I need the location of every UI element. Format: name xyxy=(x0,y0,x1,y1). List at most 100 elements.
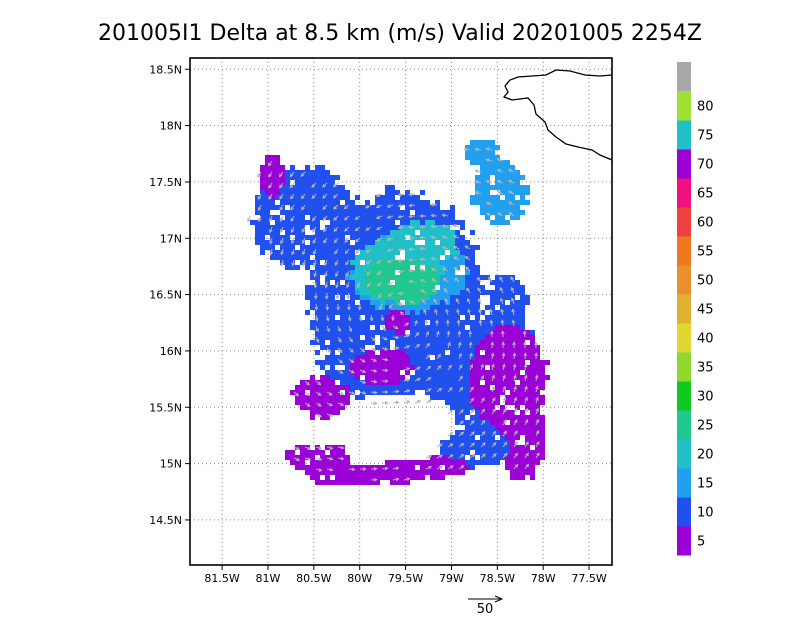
wind-speed-cell xyxy=(485,445,490,450)
wind-speed-cell xyxy=(405,265,410,270)
wind-vector-head xyxy=(456,308,460,313)
wind-speed-cell xyxy=(495,450,500,455)
wind-speed-cell xyxy=(485,435,490,440)
wind-speed-cell xyxy=(460,295,465,300)
wind-speed-cell xyxy=(405,315,410,320)
wind-vector-head xyxy=(348,328,353,333)
wind-speed-cell xyxy=(390,350,395,355)
wind-speed-cell xyxy=(490,335,495,340)
wind-speed-cell xyxy=(520,350,525,355)
wind-speed-cell xyxy=(445,470,450,475)
wind-speed-cell xyxy=(385,325,390,330)
wind-speed-cell xyxy=(395,340,400,345)
wind-speed-cell xyxy=(325,270,330,275)
wind-speed-cell xyxy=(370,340,375,345)
wind-speed-cell xyxy=(355,475,360,480)
wind-speed-cell xyxy=(450,210,455,215)
wind-vector-head xyxy=(315,328,319,333)
wind-speed-cell xyxy=(360,235,365,240)
wind-speed-cell xyxy=(465,280,470,285)
wind-vector-head xyxy=(477,287,481,292)
wind-speed-cell xyxy=(350,250,355,255)
wind-speed-cell xyxy=(325,175,330,180)
wind-vector-head xyxy=(397,302,402,306)
wind-speed-cell xyxy=(330,480,335,485)
wind-vector-head xyxy=(448,364,452,369)
x-tick-label: 81W xyxy=(256,572,281,585)
wind-speed-cell xyxy=(410,340,415,345)
wind-vector-head xyxy=(362,467,367,471)
wind-speed-cell xyxy=(455,440,460,445)
wind-speed-cell xyxy=(315,275,320,280)
wind-speed-cell xyxy=(400,470,405,475)
wind-speed-cell xyxy=(495,385,500,390)
wind-speed-cell xyxy=(480,180,485,185)
wind-speed-cell xyxy=(470,380,475,385)
wind-speed-cell xyxy=(385,315,390,320)
wind-speed-cell xyxy=(535,450,540,455)
wind-speed-cell xyxy=(375,300,380,305)
wind-vector-head xyxy=(333,205,337,210)
wind-speed-cell xyxy=(355,340,360,345)
wind-speed-cell xyxy=(465,240,470,245)
wind-speed-cell xyxy=(470,360,475,365)
wind-vector-head xyxy=(301,240,306,245)
wind-speed-cell xyxy=(495,310,500,315)
wind-speed-cell xyxy=(340,275,345,280)
wind-speed-cell xyxy=(305,195,310,200)
wind-speed-cell xyxy=(375,365,380,370)
wind-speed-cell xyxy=(510,390,515,395)
color-scale-label: 35 xyxy=(697,361,714,376)
wind-speed-cell xyxy=(370,290,375,295)
wind-speed-cell xyxy=(435,210,440,215)
wind-speed-cell xyxy=(515,285,520,290)
wind-speed-cell xyxy=(400,315,405,320)
wind-speed-cell xyxy=(355,230,360,235)
wind-speed-cell xyxy=(265,155,270,160)
wind-speed-cell xyxy=(345,240,350,245)
wind-speed-cell xyxy=(445,220,450,225)
wind-speed-cell xyxy=(540,395,545,400)
wind-speed-cell xyxy=(505,425,510,430)
wind-speed-cell xyxy=(515,460,520,465)
wind-speed-cell xyxy=(385,200,390,205)
wind-vector-head xyxy=(464,255,469,260)
wind-vector-head xyxy=(367,283,371,288)
wind-speed-cell xyxy=(410,365,415,370)
wind-vector-head xyxy=(491,363,495,368)
wind-speed-cell xyxy=(505,175,510,180)
wind-speed-cell xyxy=(300,180,305,185)
wind-vector-head xyxy=(322,228,327,233)
wind-vector-head xyxy=(492,441,497,446)
wind-speed-cell xyxy=(530,370,535,375)
wind-speed-cell xyxy=(365,310,370,315)
wind-speed-cell xyxy=(445,270,450,275)
wind-vector-head xyxy=(301,228,306,233)
wind-speed-cell xyxy=(325,395,330,400)
wind-speed-cell xyxy=(385,245,390,250)
wind-speed-cell xyxy=(415,260,420,265)
wind-speed-cell xyxy=(285,185,290,190)
wind-speed-cell xyxy=(320,175,325,180)
wind-speed-cell xyxy=(380,260,385,265)
wind-speed-cell xyxy=(440,225,445,230)
wind-speed-cell xyxy=(430,210,435,215)
wind-speed-cell xyxy=(390,260,395,265)
wind-speed-cell xyxy=(495,330,500,335)
wind-speed-cell xyxy=(290,460,295,465)
wind-speed-cell xyxy=(370,230,375,235)
wind-speed-cell xyxy=(355,275,360,280)
wind-speed-cell xyxy=(320,390,325,395)
wind-speed-cell xyxy=(535,360,540,365)
wind-speed-cell xyxy=(510,445,515,450)
wind-speed-cell xyxy=(470,405,475,410)
wind-speed-cell xyxy=(335,470,340,475)
wind-speed-cell xyxy=(435,325,440,330)
wind-speed-cell xyxy=(295,200,300,205)
wind-speed-cell xyxy=(375,235,380,240)
wind-speed-cell xyxy=(340,240,345,245)
wind-speed-cell xyxy=(425,255,430,260)
wind-speed-cell xyxy=(330,205,335,210)
wind-speed-cell xyxy=(450,340,455,345)
wind-speed-cell xyxy=(380,285,385,290)
